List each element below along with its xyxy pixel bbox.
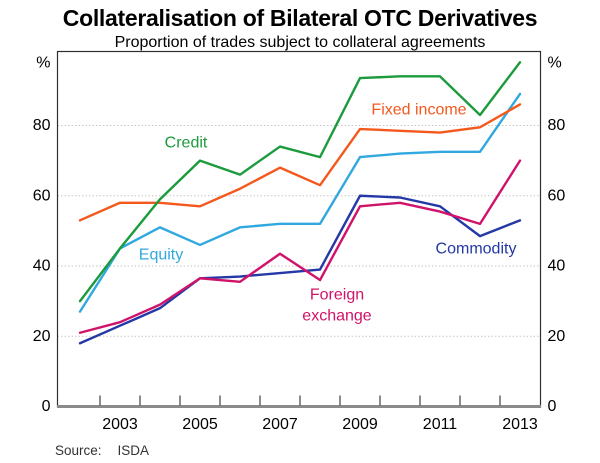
x-axis-label-2009: 2009	[342, 416, 378, 433]
source-label: Source:	[55, 443, 102, 458]
source-value: ISDA	[117, 443, 150, 458]
series-line-credit	[78, 61, 522, 303]
y-axis-unit-right: %	[548, 55, 562, 72]
y-axis-label-right-80: 80	[548, 117, 566, 134]
y-axis-label-right-60: 60	[548, 187, 566, 204]
y-axis-label-left-80: 80	[33, 117, 51, 134]
y-axis-label-right-40: 40	[548, 258, 566, 275]
series-label-foreign-exchange-2: exchange	[302, 308, 371, 325]
series-line-commodity	[78, 194, 522, 345]
series-label-fixed-income: Fixed income	[371, 102, 466, 119]
series-label-equity: Equity	[139, 247, 183, 264]
series-line-fixed-income	[78, 103, 522, 222]
y-axis-label-right-20: 20	[548, 328, 566, 345]
series-label-commodity: Commodity	[436, 241, 517, 258]
series-line-foreign-exchange	[78, 159, 522, 334]
chart-subtitle: Proportion of trades subject to collater…	[114, 34, 486, 51]
series-line-equity	[78, 92, 522, 313]
x-axis-label-2011: 2011	[423, 416, 458, 433]
series-label-credit: Credit	[165, 135, 208, 152]
chart-title: Collateralisation of Bilateral OTC Deriv…	[62, 5, 538, 31]
y-axis-label-left-40: 40	[33, 258, 51, 275]
y-axis-label-left-0: 0	[42, 398, 51, 415]
y-axis-label-right-0: 0	[548, 398, 557, 415]
x-axis-label-2013: 2013	[502, 416, 538, 433]
series-label-foreign-exchange-1: Foreign	[310, 287, 364, 304]
x-axis-label-2003: 2003	[102, 416, 138, 433]
source-note: Source: ISDA	[55, 443, 149, 458]
y-axis-label-left-20: 20	[33, 328, 51, 345]
y-axis-label-left-60: 60	[33, 187, 51, 204]
x-axis-label-2005: 2005	[182, 416, 218, 433]
x-axis-label-2007: 2007	[262, 416, 298, 433]
y-axis-unit-left: %	[36, 55, 50, 72]
